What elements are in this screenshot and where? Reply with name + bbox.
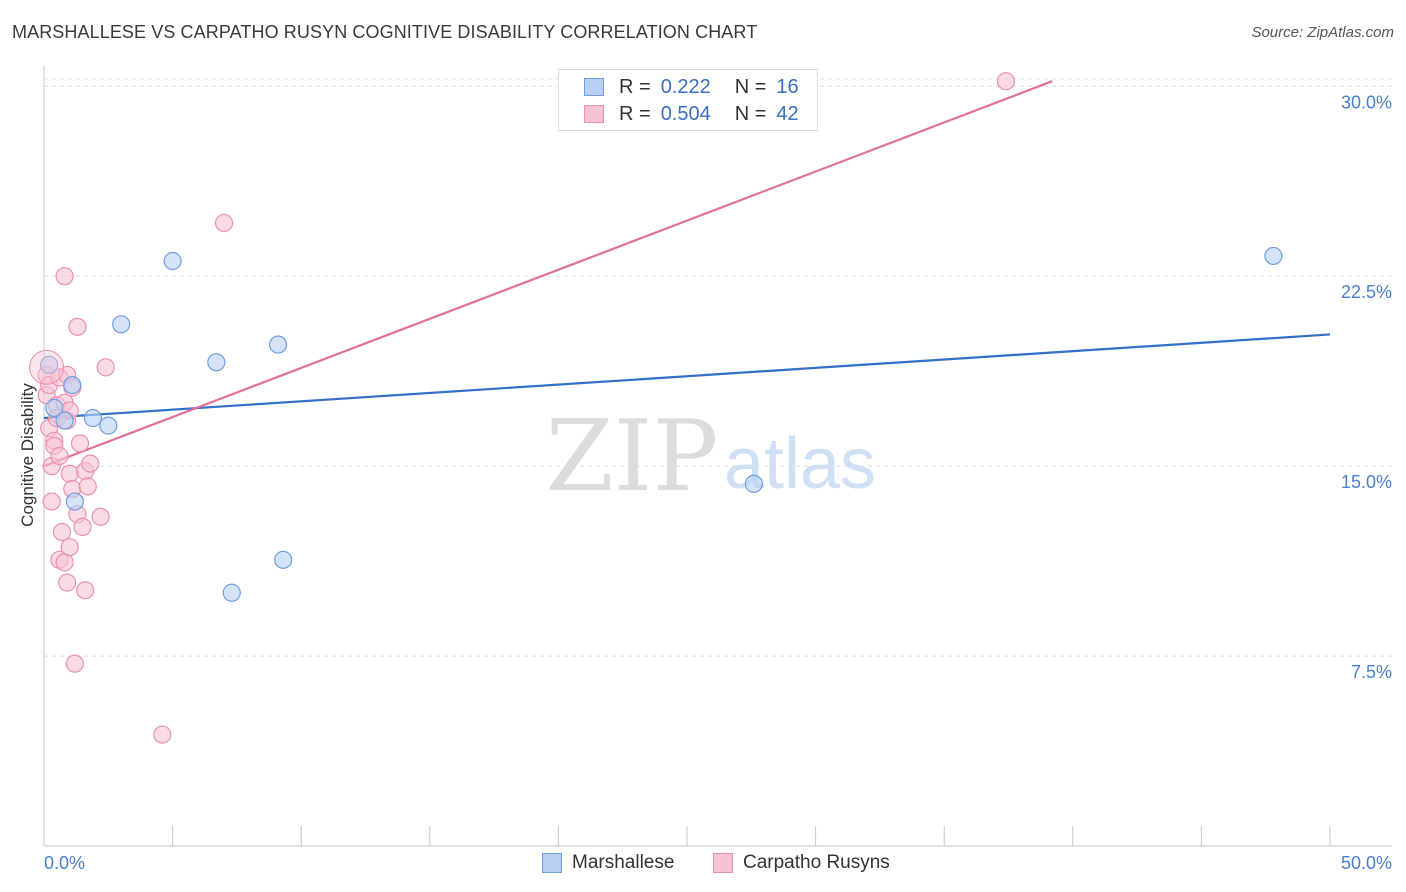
x-tick-label: 50.0%: [1341, 853, 1392, 873]
point-carpatho: [52, 522, 72, 542]
legend-n-label: N =: [734, 102, 767, 125]
point-marshallese: [99, 416, 118, 435]
bottom-legend-swatch-blue: [542, 853, 562, 873]
trend-line-carpatho: [43, 80, 1053, 468]
point-carpatho: [55, 267, 74, 286]
point-carpatho: [42, 492, 61, 511]
source-label: Source: ZipAtlas.com: [1251, 24, 1394, 41]
watermark-atlas: atlas: [724, 424, 876, 504]
trend-line-marshallese: [43, 333, 1331, 420]
point-marshallese: [55, 411, 74, 430]
point-carpatho: [96, 358, 115, 377]
stats-legend: R = 0.222 N = 16 R = 0.504 N = 42: [558, 69, 818, 131]
point-marshallese: [63, 375, 82, 395]
point-marshallese: [222, 583, 241, 602]
legend-r-label: R =: [619, 102, 651, 125]
point-marshallese: [207, 353, 226, 372]
point-marshallese: [274, 550, 293, 569]
point-carpatho: [65, 654, 84, 673]
legend-n-value: 16: [776, 75, 799, 98]
gridlines: [44, 78, 1392, 657]
legend-n-value: 42: [776, 102, 799, 125]
bottom-legend-label: Carpatho Rusyns: [743, 852, 890, 873]
point-carpatho: [50, 446, 69, 466]
point-carpatho: [153, 725, 172, 744]
legend-swatch-pink: [584, 105, 604, 123]
point-marshallese: [268, 335, 288, 354]
trend-lines: [43, 80, 1331, 468]
legend-row-marshallese: R = 0.222 N = 16: [584, 75, 799, 99]
point-carpatho: [55, 553, 74, 572]
legend-swatch-blue: [584, 78, 604, 96]
point-carpatho: [76, 581, 95, 600]
point-carpatho: [78, 477, 97, 496]
bottom-legend-label: Marshallese: [572, 852, 675, 873]
point-carpatho: [91, 507, 110, 526]
bottom-legend-swatch-pink: [713, 853, 733, 873]
point-marshallese: [1264, 246, 1283, 266]
point-carpatho: [60, 538, 79, 557]
point-carpatho: [70, 434, 90, 453]
x-tick-label: 0.0%: [44, 853, 85, 873]
point-marshallese: [45, 398, 64, 417]
axes: [43, 66, 1392, 847]
y-tick-label: 7.5%: [1351, 662, 1392, 682]
point-carpatho: [996, 72, 1016, 91]
legend-row-carpatho: R = 0.504 N = 42: [584, 102, 799, 126]
point-carpatho: [58, 573, 77, 592]
point-carpatho: [68, 317, 87, 336]
point-marshallese: [65, 492, 84, 511]
point-marshallese: [40, 355, 59, 374]
point-carpatho: [60, 464, 79, 483]
watermark: ZIP atlas: [546, 400, 876, 514]
legend-r-value: 0.504: [660, 102, 711, 125]
y-tick-label: 15.0%: [1341, 472, 1392, 492]
watermark-zip: ZIP: [546, 400, 719, 514]
point-marshallese: [112, 315, 131, 334]
data-points: [29, 72, 1283, 744]
tick-labels: 7.5% 15.0% 22.5% 30.0% 0.0% 50.0%: [44, 92, 1392, 873]
point-marshallese: [744, 474, 763, 493]
point-marshallese: [83, 408, 102, 428]
bottom-legend-carpatho: Carpatho Rusyns: [713, 852, 890, 874]
point-marshallese: [163, 251, 182, 271]
point-carpatho: [214, 213, 234, 233]
y-tick-label: 22.5%: [1341, 282, 1392, 302]
legend-r-value: 0.222: [660, 75, 711, 98]
chart-title: MARSHALLESE VS CARPATHO RUSYN COGNITIVE …: [12, 22, 758, 42]
legend-n-label: N =: [734, 75, 767, 98]
point-carpatho: [81, 454, 100, 473]
point-carpatho-large: [29, 349, 65, 385]
point-carpatho: [73, 517, 92, 537]
legend-r-label: R =: [619, 75, 651, 98]
bottom-legend-marshallese: Marshallese: [542, 852, 674, 874]
y-tick-label: 30.0%: [1341, 92, 1392, 112]
